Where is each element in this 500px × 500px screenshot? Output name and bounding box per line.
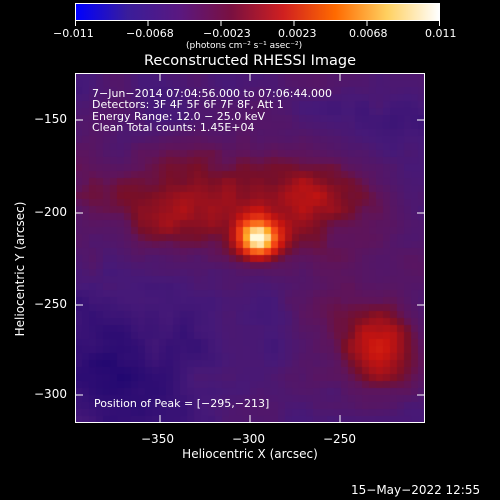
x-tick-label: −350	[141, 432, 174, 446]
colorbar-tick-label: −0.0023	[203, 27, 251, 40]
x-tick-label: −250	[323, 432, 356, 446]
colorbar-ticks	[75, 21, 440, 26]
info-line: Energy Range: 12.0 − 25.0 keV	[92, 110, 266, 123]
colorbar-tick-label: −0.0068	[126, 27, 174, 40]
info-line: Detectors: 3F 4F 5F 6F 7F 8F, Att 1	[92, 98, 284, 111]
info-line: 7−Jun−2014 07:04:56.000 to 07:06:44.000	[92, 87, 332, 100]
colorbar	[75, 3, 440, 21]
x-tick-label: −300	[232, 432, 265, 446]
colorbar-tick-label: 0.0068	[349, 27, 388, 40]
rhessi-image	[75, 73, 425, 423]
colorbar-tick-label: 0.011	[425, 27, 457, 40]
axis-ticks	[75, 73, 425, 423]
colorbar-units: (photons cm⁻² s⁻¹ asec⁻²)	[186, 41, 303, 51]
colorbar-tick-label: −0.011	[53, 27, 94, 40]
plot-title: Reconstructed RHESSI Image	[143, 53, 356, 69]
x-axis-label: Heliocentric X (arcsec)	[182, 447, 318, 461]
y-tick-label: −300	[34, 387, 67, 401]
colorbar-tick-label: 0.0023	[278, 27, 317, 40]
info-line: Clean Total counts: 1.45E+04	[92, 121, 255, 134]
timestamp: 15−May−2022 12:55	[351, 483, 481, 497]
peak-position: Position of Peak = [−295,−213]	[94, 397, 270, 410]
y-axis-label: Heliocentric Y (arcsec)	[13, 201, 27, 337]
y-tick-label: −200	[34, 205, 67, 219]
y-tick-label: −150	[34, 112, 67, 126]
y-tick-label: −250	[34, 297, 67, 311]
